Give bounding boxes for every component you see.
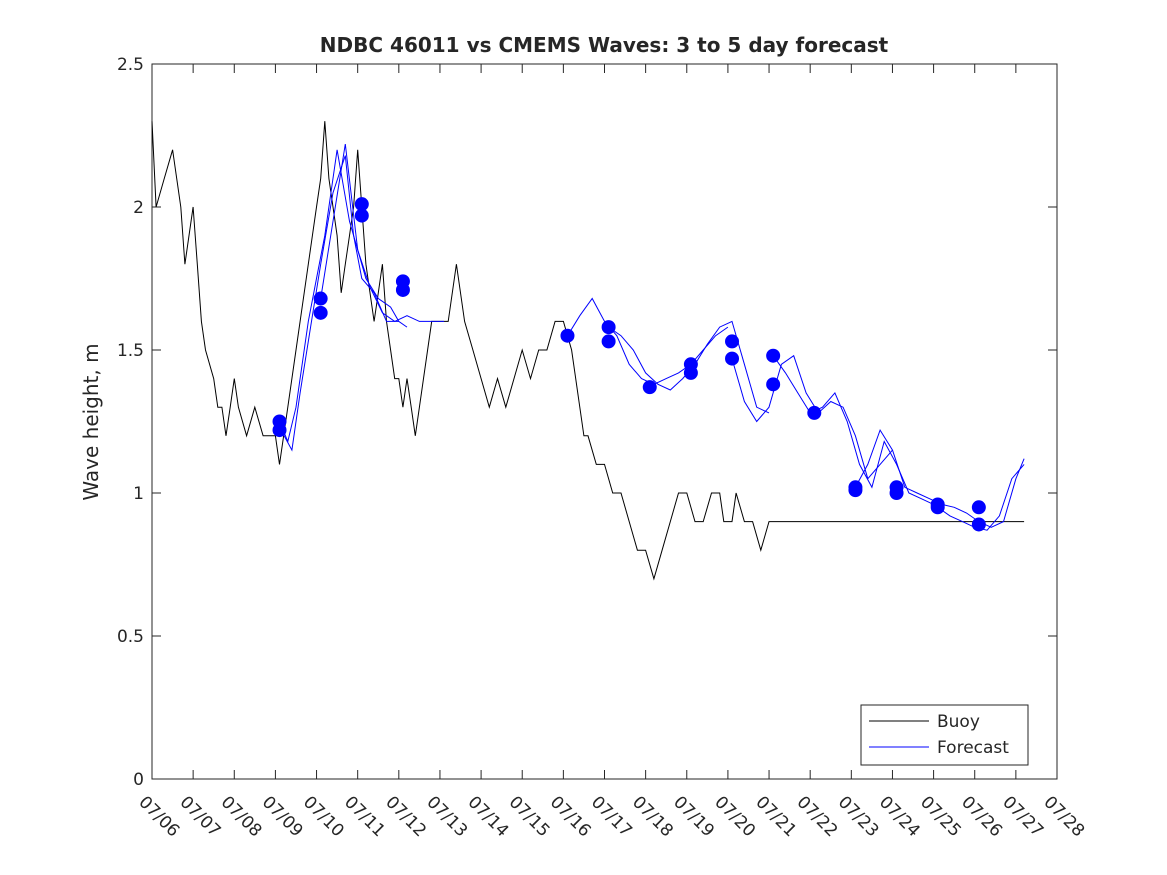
- series-forecast-line: [279, 149, 408, 444]
- forecast-marker: [642, 380, 657, 395]
- series-forecast-line: [320, 144, 445, 322]
- series-forecast-line: [731, 354, 893, 480]
- y-tick-label: 2.5: [117, 55, 144, 75]
- y-axis-label: Wave height, m: [79, 343, 103, 500]
- legend-label: Buoy: [937, 712, 980, 732]
- legend-box: [860, 704, 1029, 766]
- forecast-marker: [313, 291, 328, 306]
- forecast-marker: [354, 208, 369, 223]
- forecast-marker: [766, 348, 781, 363]
- y-tick-label: 1: [133, 484, 144, 504]
- legend-label: Forecast: [937, 738, 1009, 758]
- y-tick-label: 1.5: [117, 341, 144, 361]
- y-tick-label: 2: [133, 198, 144, 218]
- forecast-marker: [971, 517, 986, 532]
- forecast-marker: [807, 405, 822, 420]
- forecast-marker: [725, 351, 740, 366]
- chart-title: NDBC 46011 vs CMEMS Waves: 3 to 5 day fo…: [320, 33, 889, 57]
- forecast-marker: [848, 483, 863, 498]
- forecast-marker: [889, 486, 904, 500]
- forecast-marker: [601, 334, 616, 349]
- forecast-marker: [971, 500, 986, 515]
- forecast-marker: [313, 305, 328, 320]
- series-buoy-line: [151, 121, 1025, 581]
- y-tick-label: 0.5: [117, 627, 144, 647]
- series-forecast-line: [279, 155, 399, 452]
- forecast-marker: [930, 500, 945, 515]
- forecast-marker: [683, 365, 698, 380]
- forecast-marker: [272, 423, 287, 438]
- forecast-marker: [395, 282, 410, 297]
- forecast-marker: [766, 377, 781, 392]
- forecast-marker: [601, 320, 616, 335]
- forecast-marker: [725, 334, 740, 349]
- forecast-marker: [560, 328, 575, 343]
- y-tick-label: 0: [133, 770, 144, 790]
